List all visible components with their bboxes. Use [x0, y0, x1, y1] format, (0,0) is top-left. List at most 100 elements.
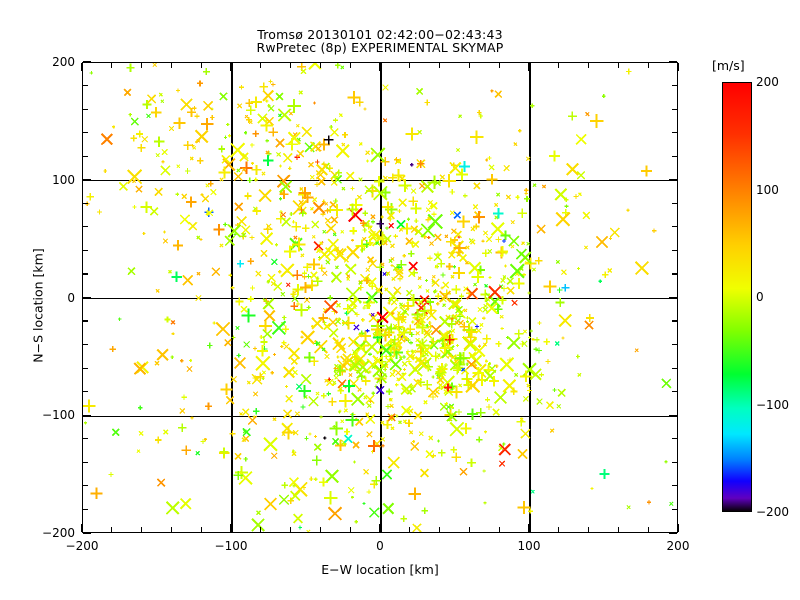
scatter-point [319, 241, 324, 246]
scatter-point [142, 99, 152, 110]
y-tick-minor [672, 320, 677, 322]
scatter-point [478, 113, 483, 119]
x-tick-major [677, 524, 679, 532]
y-tick-minor [83, 202, 88, 204]
scatter-point [409, 340, 413, 345]
scatter-point [513, 277, 525, 290]
scatter-point [428, 435, 434, 441]
scatter-point [398, 175, 406, 183]
scatter-point [235, 465, 249, 480]
scatter-point [501, 238, 506, 243]
scatter-point [366, 159, 370, 163]
scatter-point [268, 79, 273, 84]
scatter-point [265, 138, 269, 143]
scatter-point [365, 394, 375, 405]
scatter-point [192, 105, 197, 111]
scatter-point [325, 223, 337, 234]
scatter-point [178, 423, 187, 432]
scatter-point [440, 272, 446, 278]
scatter-point [138, 430, 144, 436]
scatter-point [330, 271, 343, 283]
y-tick-major [669, 532, 677, 534]
scatter-point [414, 227, 423, 236]
scatter-point [259, 231, 274, 246]
scatter-point [280, 263, 295, 278]
y-tick-label: −100 [42, 408, 75, 423]
scatter-point [357, 387, 362, 392]
scatter-point [483, 230, 489, 236]
scatter-point [323, 436, 327, 440]
scatter-point [368, 313, 379, 323]
y-tick-minor [83, 132, 88, 134]
scatter-point [359, 247, 365, 253]
scatter-point [365, 291, 379, 304]
scatter-points-layer [83, 63, 674, 532]
scatter-point [334, 63, 341, 69]
scatter-point [247, 295, 255, 303]
scatter-point [324, 207, 331, 214]
scatter-point [343, 380, 356, 393]
scatter-point [502, 442, 506, 446]
scatter-point [291, 451, 297, 457]
scatter-point [221, 154, 231, 164]
scatter-point [476, 110, 482, 115]
scatter-point [410, 320, 415, 324]
scatter-point [425, 217, 431, 223]
scatter-point [537, 320, 542, 325]
scatter-point [288, 111, 294, 116]
scatter-point [510, 387, 518, 396]
scatter-point [500, 230, 511, 241]
scatter-point [299, 281, 311, 293]
scatter-point [303, 352, 315, 363]
scatter-point [439, 342, 451, 354]
scatter-point [220, 383, 233, 396]
scatter-point [308, 161, 314, 168]
scatter-point [253, 408, 260, 415]
scatter-point [267, 104, 271, 108]
scatter-point [255, 355, 271, 371]
gridline-vertical [529, 63, 531, 532]
scatter-point [425, 278, 429, 283]
scatter-point [252, 346, 258, 351]
scatter-point [399, 313, 407, 321]
scatter-point [601, 271, 609, 278]
scatter-point [408, 261, 418, 271]
scatter-point [195, 294, 202, 302]
scatter-point [283, 366, 295, 379]
scatter-point [290, 291, 297, 298]
scatter-point [456, 215, 470, 229]
scatter-point [190, 416, 194, 420]
scatter-point [294, 411, 300, 417]
scatter-point [140, 201, 153, 214]
scatter-point [449, 189, 456, 195]
scatter-point [370, 147, 386, 163]
scatter-point [292, 484, 296, 488]
scatter-point [427, 175, 442, 189]
scatter-point [179, 359, 184, 363]
scatter-point [463, 337, 478, 352]
scatter-point [435, 251, 441, 258]
scatter-point [413, 411, 423, 420]
scatter-point [246, 380, 251, 385]
scatter-point [280, 344, 284, 349]
scatter-point [350, 238, 354, 242]
scatter-point [358, 141, 363, 146]
scatter-point [396, 259, 407, 270]
scatter-point [332, 425, 336, 429]
scatter-point [355, 98, 364, 107]
scatter-point [280, 291, 286, 297]
scatter-point [308, 432, 312, 436]
scatter-point [576, 266, 580, 270]
scatter-point [549, 428, 555, 433]
x-tick-minor [349, 527, 351, 532]
scatter-point [431, 278, 440, 288]
scatter-point [408, 430, 414, 435]
scatter-point [609, 227, 620, 238]
scatter-point [451, 299, 462, 310]
x-tick-minor [141, 527, 143, 532]
scatter-point [521, 241, 526, 246]
x-tick-minor [260, 63, 262, 68]
scatter-point [374, 176, 385, 187]
y-tick-label: 200 [52, 55, 75, 69]
scatter-point [387, 413, 396, 422]
